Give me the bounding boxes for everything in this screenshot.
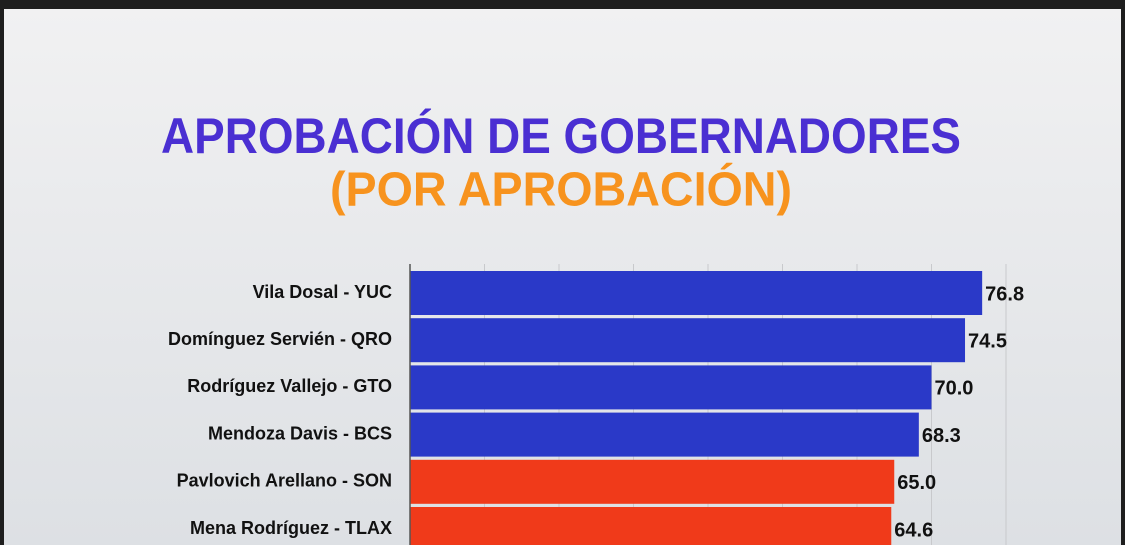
bar bbox=[410, 365, 932, 410]
y-tick-label: Rodríguez Vallejo - GTO bbox=[187, 376, 392, 396]
chart-title: APROBACIÓN DE GOBERNADORES bbox=[161, 108, 961, 164]
value-label: 68.3 bbox=[922, 425, 961, 447]
bar bbox=[410, 507, 892, 545]
chart-subtitle: (POR APROBACIÓN) bbox=[330, 162, 792, 217]
value-label: 76.8 bbox=[985, 283, 1024, 305]
y-tick-label: Vila Dosal - YUC bbox=[253, 282, 392, 302]
y-tick-label: Domínguez Servién - QRO bbox=[168, 329, 392, 349]
bar bbox=[410, 318, 966, 363]
y-tick-label: Mendoza Davis - BCS bbox=[208, 423, 392, 443]
y-tick-label: Mena Rodríguez - TLAX bbox=[190, 518, 392, 538]
value-label: 70.0 bbox=[935, 378, 974, 400]
bar bbox=[410, 271, 983, 315]
y-tick-label: Pavlovich Arellano - SON bbox=[177, 471, 392, 491]
value-label: 64.6 bbox=[894, 519, 933, 541]
value-label: 74.5 bbox=[968, 330, 1007, 352]
bar bbox=[410, 412, 919, 457]
bar bbox=[410, 459, 895, 504]
value-label: 65.0 bbox=[897, 472, 936, 494]
